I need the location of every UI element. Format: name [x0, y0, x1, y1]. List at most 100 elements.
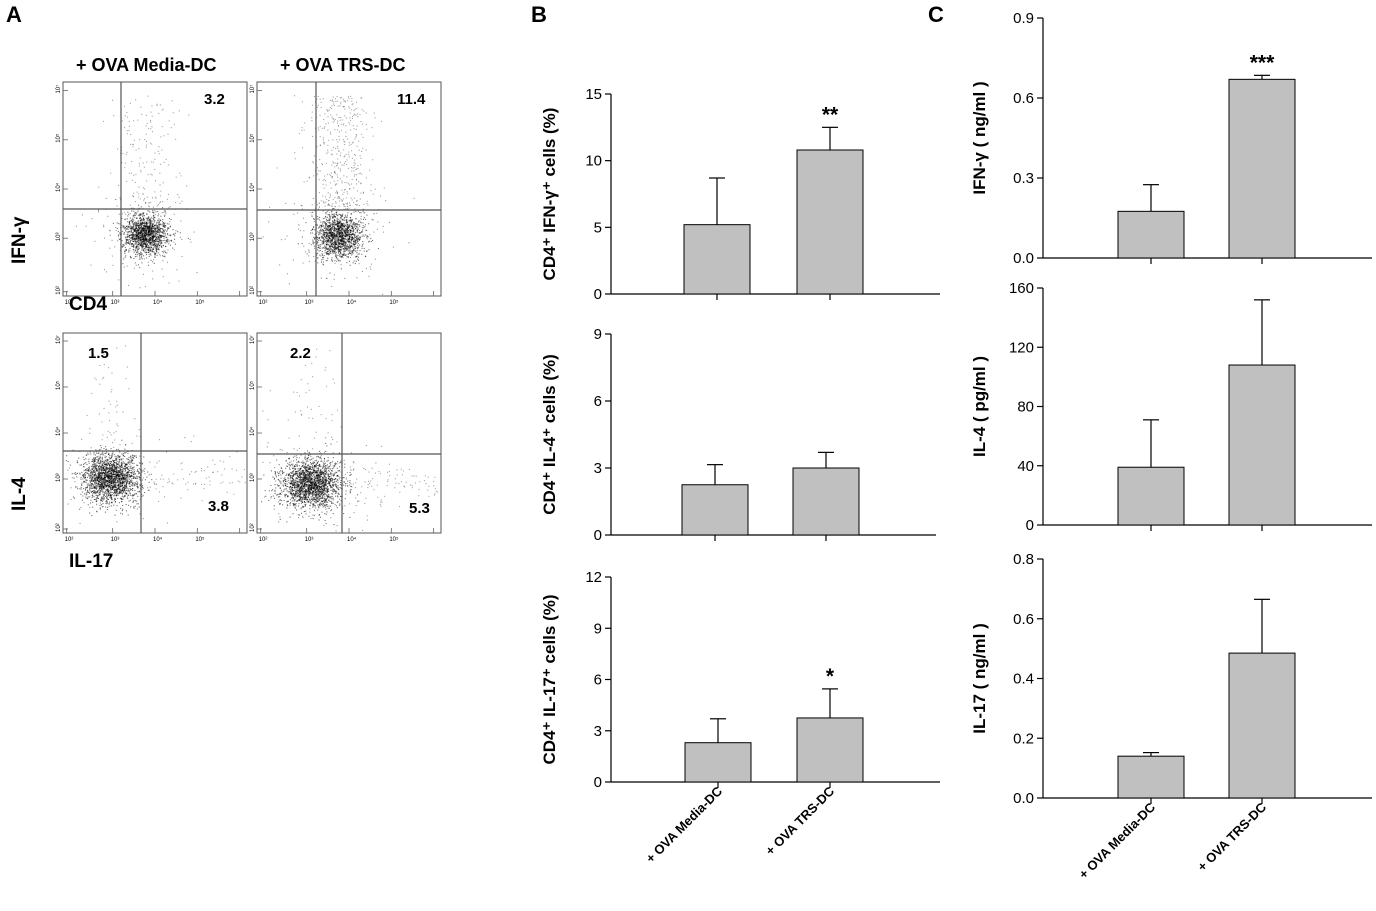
event-dot [162, 225, 164, 227]
event-dot [350, 241, 352, 243]
event-dot [341, 233, 343, 235]
event-dot [336, 224, 338, 226]
event-dot [104, 482, 106, 484]
event-dot [345, 154, 347, 156]
event-dot [119, 489, 121, 491]
event-dot [322, 210, 324, 212]
event-dot [331, 227, 333, 229]
event-dot [92, 460, 94, 462]
event-dot [145, 244, 147, 246]
event-dot [157, 236, 159, 238]
event-dot [108, 467, 110, 469]
event-dot [113, 464, 115, 466]
event-dot [111, 478, 113, 480]
event-dot [326, 241, 328, 243]
event-dot [98, 455, 100, 457]
event-dot [100, 467, 102, 469]
event-dot [138, 239, 140, 241]
event-dot [345, 245, 347, 247]
event-dot [347, 240, 349, 242]
event-dot [319, 224, 321, 226]
event-dot [152, 161, 154, 163]
event-dot [122, 513, 124, 515]
event-dot [129, 204, 131, 206]
event-dot [157, 211, 159, 213]
event-dot [133, 222, 135, 224]
event-dot [158, 246, 160, 248]
event-dot [96, 485, 98, 487]
event-dot [346, 193, 348, 195]
event-dot [138, 232, 140, 234]
event-dot [344, 227, 346, 229]
event-dot [89, 496, 91, 498]
event-dot [325, 236, 327, 238]
event-dot [89, 512, 91, 514]
event-dot [303, 245, 305, 247]
event-dot [91, 477, 93, 479]
event-dot [329, 237, 331, 239]
event-dot [348, 154, 350, 156]
event-dot [342, 237, 344, 239]
event-dot [99, 481, 101, 483]
event-dot [99, 492, 101, 494]
event-dot [127, 462, 129, 464]
event-dot [144, 479, 146, 481]
event-dot [299, 230, 301, 232]
event-dot [148, 202, 150, 204]
event-dot [80, 493, 82, 495]
event-dot [337, 220, 339, 222]
event-dot [337, 230, 339, 232]
event-dot [95, 474, 97, 476]
event-dot [346, 117, 348, 119]
event-dot [139, 217, 141, 219]
event-dot [338, 196, 340, 198]
event-dot [161, 149, 163, 151]
event-dot [116, 491, 118, 493]
event-dot [334, 227, 336, 229]
event-dot [334, 118, 336, 120]
event-dot [145, 244, 147, 246]
event-dot [155, 225, 157, 227]
event-dot [116, 459, 118, 461]
event-dot [171, 240, 173, 242]
event-dot [339, 230, 341, 232]
event-dot [158, 236, 160, 238]
event-dot [334, 206, 336, 208]
event-dot [164, 232, 166, 234]
event-dot [151, 222, 153, 224]
event-dot [111, 465, 113, 467]
event-dot [94, 470, 96, 472]
event-dot [161, 232, 163, 234]
event-dot [172, 247, 174, 249]
event-dot [317, 244, 319, 246]
event-dot [362, 225, 364, 227]
event-dot [123, 491, 125, 493]
event-dot [139, 245, 141, 247]
event-dot [328, 226, 330, 228]
event-dot [98, 186, 100, 188]
event-dot [90, 478, 92, 480]
event-dot [343, 238, 345, 240]
event-dot [293, 213, 295, 215]
event-dot [327, 110, 329, 112]
event-dot [357, 113, 359, 115]
condition-title-trs: + OVA TRS-DC [280, 55, 406, 75]
event-dot [154, 236, 156, 238]
event-dot [352, 247, 354, 249]
event-dot [138, 207, 140, 209]
event-dot [320, 227, 322, 229]
event-dot [350, 222, 352, 224]
event-dot [143, 219, 145, 221]
event-dot [140, 236, 142, 238]
event-dot [155, 234, 157, 236]
event-dot [154, 168, 156, 170]
event-dot [148, 481, 150, 483]
event-dot [107, 463, 109, 465]
event-dot [358, 220, 360, 222]
event-dot [317, 237, 319, 239]
event-dot [175, 176, 177, 178]
event-dot [335, 101, 337, 103]
event-dot [350, 221, 352, 223]
event-dot [154, 191, 156, 193]
